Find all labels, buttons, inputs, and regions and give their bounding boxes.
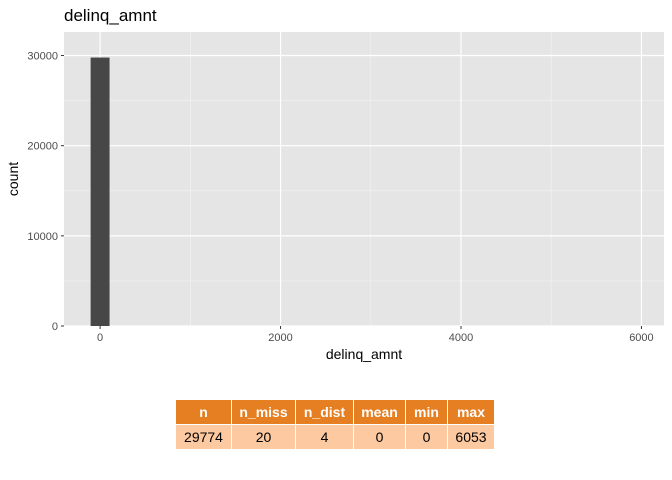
bars <box>90 57 110 326</box>
value-mean: 0 <box>353 424 406 450</box>
grid-major <box>64 32 664 327</box>
x-tick-label: 2000 <box>268 332 292 344</box>
chart-title: delinq_amnt <box>64 6 157 25</box>
stats-table: n n_miss n_dist mean min max 29774 20 4 … <box>175 399 495 450</box>
histogram-chart: delinq_amnt 0 2000 4000 6000 0 10000 20000 3000… <box>5 6 664 362</box>
histogram-bar <box>90 57 110 326</box>
header-n-dist: n_dist <box>295 399 354 425</box>
y-tick-label: 10000 <box>27 231 58 243</box>
axis-ticks: 0 2000 4000 6000 0 10000 20000 30000 <box>27 51 653 344</box>
x-tick-label: 0 <box>97 332 103 344</box>
value-n: 29774 <box>175 424 232 450</box>
y-tick-label: 30000 <box>27 51 58 63</box>
value-min: 0 <box>405 424 448 450</box>
header-n-miss: n_miss <box>231 399 296 425</box>
y-tick-label: 20000 <box>27 141 58 153</box>
grid-minor <box>64 32 664 326</box>
plot-panel <box>64 32 664 326</box>
value-n-miss: 20 <box>231 424 296 450</box>
value-n-dist: 4 <box>295 424 354 450</box>
header-min: min <box>405 399 448 425</box>
stats-header-row: n n_miss n_dist mean min max <box>175 399 495 425</box>
header-max: max <box>447 399 495 425</box>
stats-value-row: 29774 20 4 0 0 6053 <box>175 424 495 450</box>
y-axis-title: count <box>5 162 21 196</box>
value-max: 6053 <box>447 424 495 450</box>
x-tick-label: 6000 <box>629 332 653 344</box>
header-mean: mean <box>353 399 406 425</box>
x-tick-label: 4000 <box>449 332 473 344</box>
header-n: n <box>175 399 232 425</box>
y-tick-label: 0 <box>52 321 58 333</box>
x-axis-title: delinq_amnt <box>326 346 402 362</box>
